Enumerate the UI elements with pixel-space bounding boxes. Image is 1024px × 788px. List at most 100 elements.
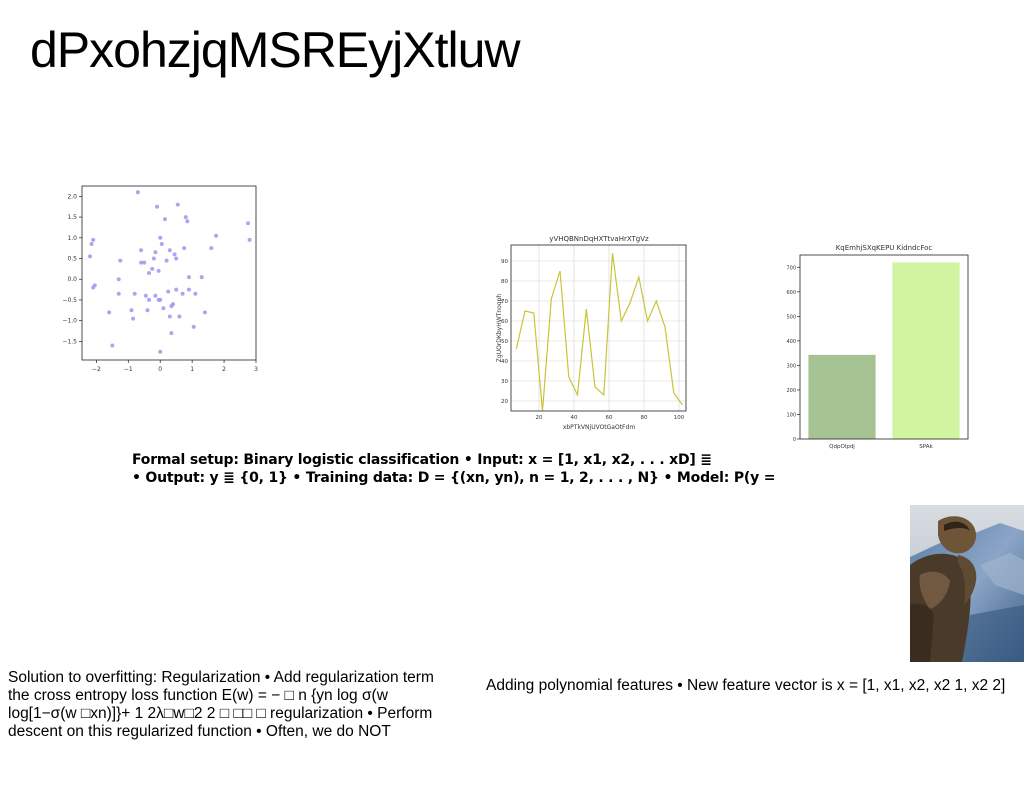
scatter-point <box>147 297 152 302</box>
y-tick-label: −1.0 <box>62 318 77 325</box>
scatter-point <box>166 289 171 294</box>
y-tick-label: 700 <box>786 265 796 271</box>
scatter-point <box>182 246 187 251</box>
bar <box>808 354 876 439</box>
scatter-point <box>169 331 174 336</box>
bar <box>892 262 960 439</box>
scatter-point <box>116 277 121 282</box>
scatter-point <box>159 242 164 246</box>
y-tick-label: 1.5 <box>67 214 77 221</box>
y-tick-label: 600 <box>786 290 796 296</box>
scatter-point <box>167 314 172 319</box>
polynomial-features-text: Adding polynomial features • New feature… <box>486 677 1006 694</box>
line-chart: yVHQBNnDqHXTtvaHrXTgVz 20 40 60 80 100 20 30 40… <box>496 235 687 431</box>
y-tick-label: 70 <box>501 299 508 305</box>
scatter-point <box>129 308 134 313</box>
slide-title: dPxohzjqMSREyjXtluw <box>30 22 521 78</box>
person-photo <box>910 505 1024 662</box>
scatter-point <box>185 219 190 224</box>
x-tick-label: −1 <box>124 366 133 373</box>
formal-setup-text: Formal setup: Binary logistic classifica… <box>132 451 775 487</box>
y-tick-label: 30 <box>501 379 508 385</box>
line-frame <box>510 244 687 412</box>
scatter-point <box>142 260 147 265</box>
x-tick-label: 40 <box>571 415 578 421</box>
scatter-point <box>147 271 152 275</box>
scatter-point <box>209 246 214 251</box>
scatter-point <box>116 291 121 296</box>
line-chart-title: yVHQBNnDqHXTtvaHrXTgVz <box>549 235 649 243</box>
scatter-point <box>247 237 252 242</box>
scatter-point <box>92 283 97 288</box>
scatter-point <box>153 293 158 298</box>
bar-chart: KqEmhjSXqKEPU KidndcFoc 0 100 200 300 400 500… <box>786 244 969 450</box>
regularization-line: Solution to overfitting: Regularization … <box>8 669 434 686</box>
line-chart-ylabel: ZgUOrDKbyHWTnoqph <box>496 294 503 363</box>
scatter-point <box>110 343 115 348</box>
x-tick-label: 20 <box>536 415 543 421</box>
y-tick-label: 60 <box>501 319 508 325</box>
scatter-point <box>145 308 150 313</box>
scatter-point <box>158 297 163 302</box>
scatter-point <box>150 266 155 271</box>
y-tick-label: 90 <box>501 259 508 265</box>
scatter-point <box>87 254 92 259</box>
scatter-point <box>156 268 161 273</box>
scatter-point <box>118 258 123 263</box>
y-tick-label: 20 <box>501 399 508 405</box>
scatter-point <box>161 306 166 311</box>
x-tick-label: 2 <box>222 366 226 373</box>
scatter-point <box>143 293 148 298</box>
scatter-point <box>186 287 191 292</box>
regularization-line: descent on this regularized function • O… <box>8 723 391 740</box>
scatter-point <box>164 258 169 263</box>
y-tick-label: 0.5 <box>67 256 77 263</box>
x-tick-label: QdpOlpdj <box>829 444 855 450</box>
y-tick-label: 500 <box>786 314 796 320</box>
x-tick-label: 1 <box>190 366 194 373</box>
y-tick-label: 300 <box>786 363 796 369</box>
person-photo-image <box>910 505 1024 662</box>
scatter-point <box>132 291 137 296</box>
y-tick-label: 200 <box>786 388 796 394</box>
line-chart-xlabel: xbPTkVNjUVOtGaOtFdm <box>563 424 636 431</box>
scatter-point <box>183 215 188 220</box>
y-tick-label: 0.0 <box>67 276 77 283</box>
scatter-point <box>89 242 94 246</box>
scatter-point <box>170 302 175 307</box>
scatter-point <box>214 233 219 238</box>
y-tick-label: 0 <box>793 437 796 443</box>
x-tick-label: −2 <box>92 366 101 373</box>
x-tick-label: 0 <box>158 366 162 373</box>
scatter-point <box>177 314 182 319</box>
scatter-point <box>180 291 185 296</box>
scatter-point <box>139 248 144 253</box>
x-tick-label: 80 <box>641 415 648 421</box>
y-tick-label: 100 <box>786 412 796 418</box>
scatter-frame <box>81 185 257 361</box>
regularization-text: Solution to overfitting: Regularization … <box>8 669 468 741</box>
scatter-point <box>191 324 196 329</box>
scatter-point <box>163 217 168 222</box>
setup-line: Formal setup: Binary logistic classifica… <box>132 452 712 468</box>
y-tick-label: −1.5 <box>62 338 77 345</box>
scatter-point <box>151 256 156 261</box>
y-tick-label: −0.5 <box>62 297 77 304</box>
y-tick-label: 2.0 <box>67 193 77 200</box>
scatter-point <box>174 287 179 292</box>
y-tick-label: 1.0 <box>67 235 77 242</box>
scatter-point <box>199 275 204 280</box>
regularization-line: the cross entropy loss function E(w) = −… <box>8 687 388 704</box>
scatter-point <box>158 235 163 240</box>
scatter-point <box>135 190 140 195</box>
scatter-point <box>193 291 198 296</box>
scatter-point <box>107 310 112 315</box>
bar-chart-title: KqEmhjSXqKEPU KidndcFoc <box>836 244 933 252</box>
regularization-line: log[1−σ(w □xn)]}+ 1 2λ□w□2 2 □ □□ □ regu… <box>8 705 433 722</box>
scatter-point <box>174 256 179 261</box>
scatter-point <box>186 275 191 280</box>
x-tick-label: 100 <box>674 415 685 421</box>
bar-frame <box>799 254 969 440</box>
y-tick-label: 50 <box>501 339 508 345</box>
line-series <box>515 252 683 412</box>
